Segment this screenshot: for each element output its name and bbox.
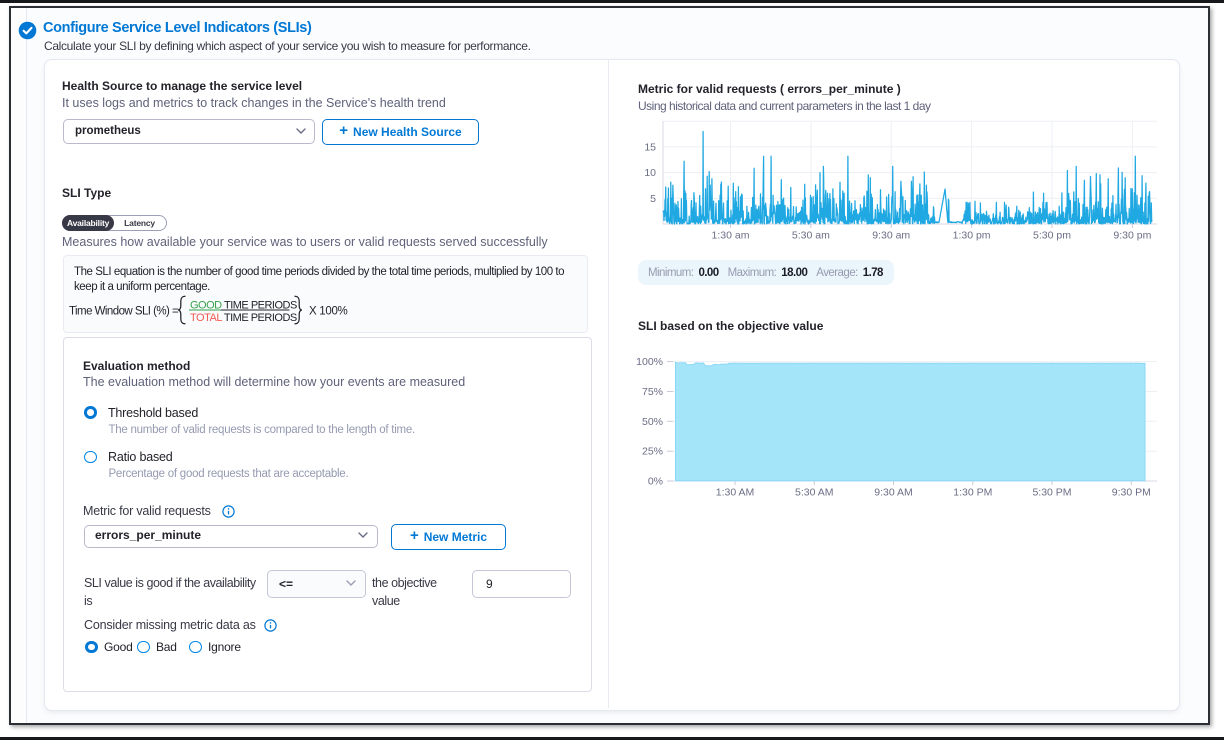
- svg-text:15: 15: [644, 141, 656, 153]
- svg-text:1:30 pm: 1:30 pm: [953, 230, 991, 242]
- svg-text:5: 5: [650, 193, 656, 205]
- svg-text:0%: 0%: [648, 476, 663, 488]
- svg-text:5:30 am: 5:30 am: [792, 230, 830, 242]
- svg-text:1:30 am: 1:30 am: [712, 230, 750, 242]
- svg-text:50%: 50%: [642, 416, 663, 428]
- svg-text:100%: 100%: [636, 356, 663, 368]
- svg-text:5:30 PM: 5:30 PM: [1032, 487, 1071, 499]
- svg-text:GOOD TIME PERIODS: GOOD TIME PERIODS: [190, 299, 297, 311]
- svg-text:X 100%: X 100%: [309, 306, 348, 318]
- svg-text:TOTAL TIME PERIODS: TOTAL TIME PERIODS: [190, 312, 297, 324]
- svg-text:9:30 PM: 9:30 PM: [1112, 487, 1151, 499]
- svg-text:25%: 25%: [642, 446, 663, 458]
- svg-text:75%: 75%: [642, 386, 663, 398]
- svg-text:10: 10: [644, 167, 656, 179]
- svg-text:5:30 pm: 5:30 pm: [1033, 230, 1071, 242]
- svg-text:9:30 pm: 9:30 pm: [1113, 230, 1151, 242]
- svg-text:1:30 AM: 1:30 AM: [716, 487, 755, 499]
- svg-text:5:30 AM: 5:30 AM: [795, 487, 834, 499]
- svg-text:9:30 AM: 9:30 AM: [874, 487, 913, 499]
- svg-text:9:30 am: 9:30 am: [872, 230, 910, 242]
- svg-text:1:30 PM: 1:30 PM: [953, 487, 992, 499]
- svg-text:Time Window SLI (%) =: Time Window SLI (%) =: [69, 306, 179, 318]
